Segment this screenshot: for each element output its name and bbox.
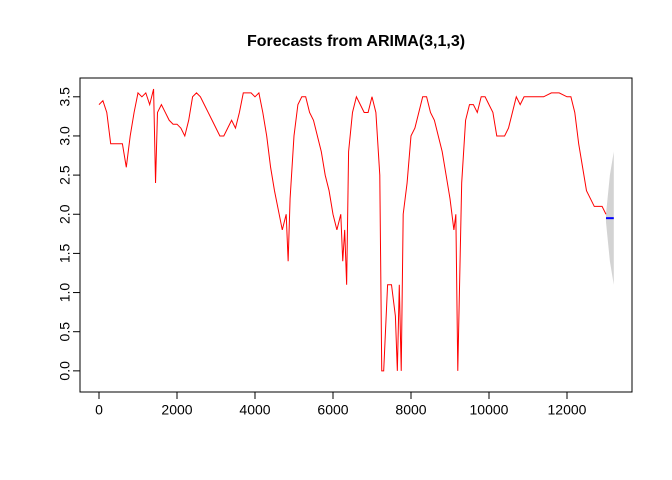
x-tick-label: 6000 [317,402,348,418]
x-tick-label: 12000 [548,402,587,418]
y-tick-label: 1.5 [57,243,73,263]
y-tick-label: 0.5 [57,322,73,342]
y-tick-label: 2.5 [57,165,73,185]
x-tick-label: 2000 [161,402,192,418]
y-tick-label: 1.0 [57,283,73,303]
x-tick-label: 10000 [470,402,509,418]
plot-box [79,77,633,393]
chart-title: Forecasts from ARIMA(3,1,3) [247,33,465,50]
x-tick-label: 0 [95,402,103,418]
series-line [98,88,607,372]
y-tick-label: 3.5 [57,87,73,107]
y-tick-label: 2.0 [57,204,73,224]
x-tick-label: 4000 [239,402,270,418]
y-tick-label: 0.0 [57,361,73,381]
x-tick-label: 8000 [395,402,426,418]
y-tick-label: 3.0 [57,126,73,146]
